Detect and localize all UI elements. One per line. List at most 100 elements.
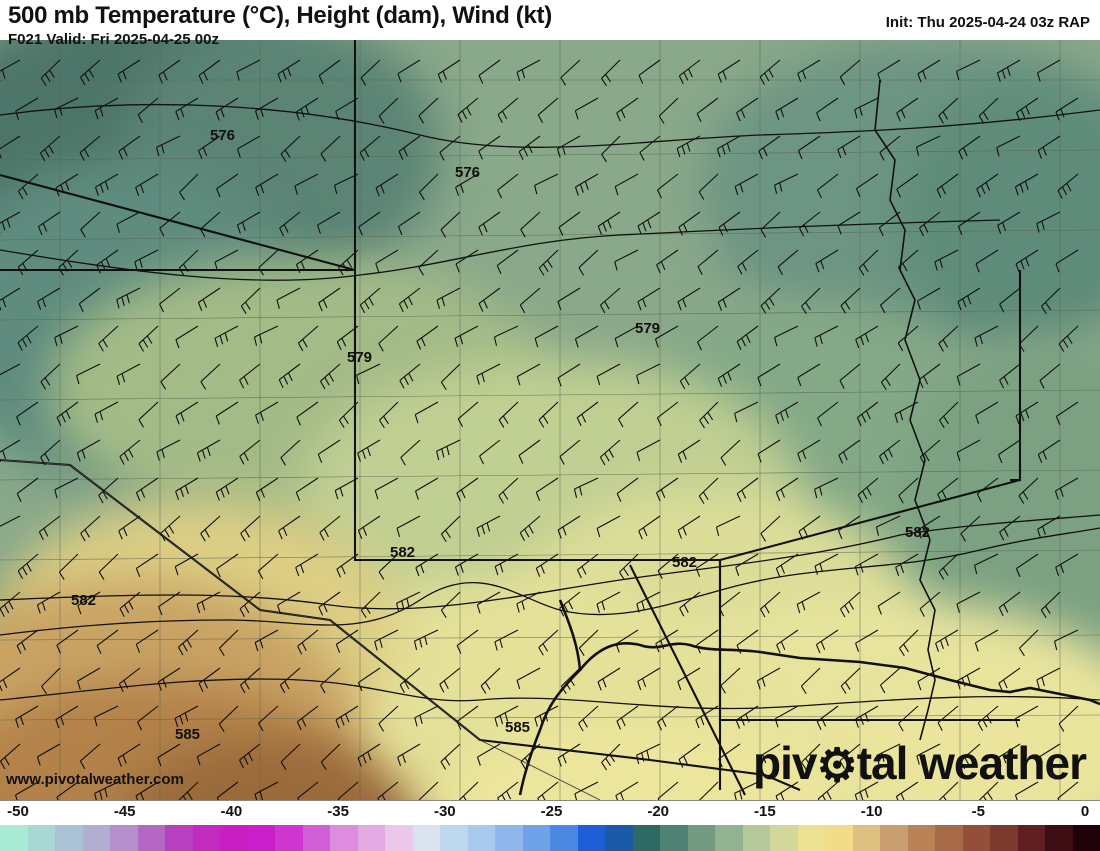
wind-barb-484 bbox=[1015, 706, 1038, 727]
contour-labels: 576576579579582582582582585585 bbox=[69, 127, 936, 743]
wind-barb-329 bbox=[201, 516, 220, 541]
wind-barb-22 bbox=[878, 60, 900, 82]
map-canvas[interactable]: 576576579579582582582582585585 bbox=[0, 40, 1100, 800]
wind-barb-237 bbox=[840, 364, 860, 389]
colorbar-tick-labels: -50-45-40-35-30-25-20-15-10-50 bbox=[0, 801, 1100, 825]
wind-barb-44 bbox=[697, 98, 718, 122]
wind-barb-241 bbox=[1000, 364, 1020, 388]
wind-barb-161 bbox=[1056, 250, 1078, 272]
wind-barb-76 bbox=[880, 136, 900, 160]
wind-barb-428 bbox=[936, 630, 958, 652]
wind-barb-349 bbox=[1000, 516, 1020, 540]
contour-label-579-2: 579 bbox=[347, 349, 372, 366]
wind-barb-122 bbox=[559, 212, 580, 236]
colorbar-gradient[interactable] bbox=[0, 825, 1100, 851]
contour-label-576-0: 576 bbox=[210, 127, 235, 144]
wind-barb-219 bbox=[117, 364, 140, 385]
wind-barb-303 bbox=[256, 478, 278, 501]
wind-barb-401 bbox=[920, 592, 940, 617]
wind-barb-230 bbox=[558, 364, 580, 386]
wind-barb-336 bbox=[477, 516, 500, 537]
wind-barb-194 bbox=[215, 326, 238, 347]
wind-barb-426 bbox=[856, 630, 878, 652]
wind-barb-124 bbox=[638, 212, 660, 234]
wind-barb-263 bbox=[818, 402, 838, 426]
wind-barb-210 bbox=[856, 326, 878, 348]
wind-barb-475 bbox=[658, 706, 678, 730]
wind-barb-330 bbox=[241, 516, 260, 541]
wind-barb-53 bbox=[1056, 98, 1078, 120]
wind-barb-96 bbox=[615, 174, 638, 195]
wind-barb-440 bbox=[321, 668, 340, 693]
colorbar-segment-18 bbox=[495, 825, 523, 851]
gear-icon: ⚙ bbox=[816, 738, 856, 792]
wind-barb-261 bbox=[735, 402, 758, 422]
wind-barb-55 bbox=[40, 136, 60, 161]
wind-barb-56 bbox=[80, 136, 100, 161]
colorbar-segment-2 bbox=[55, 825, 83, 851]
wind-barb-296 bbox=[1038, 440, 1060, 463]
wind-barb-528 bbox=[616, 782, 638, 800]
wind-barb-468 bbox=[379, 706, 398, 731]
colorbar-segment-13 bbox=[358, 825, 386, 851]
wind-barb-420 bbox=[616, 630, 638, 652]
wind-barb-328 bbox=[161, 516, 180, 541]
wind-barb-18 bbox=[718, 60, 740, 83]
wind-barb-158 bbox=[935, 250, 958, 271]
wind-barb-39 bbox=[498, 98, 518, 123]
wind-barb-443 bbox=[440, 668, 460, 692]
wind-barb-267 bbox=[976, 402, 998, 424]
wind-barb-108 bbox=[0, 212, 20, 233]
wind-barb-159 bbox=[976, 250, 998, 272]
wind-barb-486 bbox=[0, 744, 20, 769]
wind-barb-29 bbox=[95, 98, 118, 119]
colorbar-segment-6 bbox=[165, 825, 193, 851]
wind-barb-115 bbox=[280, 212, 300, 236]
wind-barb-242 bbox=[1040, 364, 1060, 389]
init-time-label: Init: Thu 2025-04-24 03z RAP bbox=[886, 14, 1090, 31]
wind-barb-418 bbox=[539, 630, 558, 655]
colorbar-segment-28 bbox=[770, 825, 798, 851]
wind-barb-339 bbox=[597, 516, 620, 537]
wind-barb-284 bbox=[560, 440, 580, 465]
wind-barb-482 bbox=[938, 706, 958, 731]
wind-barb-141 bbox=[259, 250, 278, 275]
wind-barb-309 bbox=[499, 478, 518, 503]
wind-barb-240 bbox=[957, 364, 980, 385]
colorbar-tick--30: -30 bbox=[434, 803, 456, 820]
wind-barb-148 bbox=[539, 250, 558, 276]
wind-barb-20 bbox=[798, 60, 820, 82]
wind-barb-275 bbox=[197, 440, 220, 461]
wind-barb-264 bbox=[857, 402, 878, 426]
wind-barb-140 bbox=[215, 250, 238, 271]
wind-barb-13 bbox=[517, 60, 540, 81]
wind-barb-147 bbox=[497, 250, 518, 274]
header-block: 500 mb Temperature (°C), Height (dam), W… bbox=[8, 2, 552, 48]
colorbar-segment-11 bbox=[303, 825, 331, 851]
wind-barb-54 bbox=[0, 136, 20, 158]
wind-barb-518 bbox=[217, 782, 238, 800]
mississippi-river bbox=[875, 80, 935, 740]
colorbar-tick--25: -25 bbox=[541, 803, 563, 820]
wind-barb-249 bbox=[256, 402, 278, 424]
wind-barb-369 bbox=[736, 554, 758, 576]
wind-barb-335 bbox=[441, 516, 460, 542]
wind-barb-234 bbox=[718, 364, 740, 387]
wind-barb-105 bbox=[977, 174, 998, 197]
colorbar-tick--50: -50 bbox=[7, 803, 29, 820]
wind-barb-311 bbox=[574, 478, 598, 498]
wind-barb-364 bbox=[536, 554, 558, 577]
wind-barb-238 bbox=[881, 364, 900, 390]
wind-barb-25 bbox=[997, 60, 1020, 82]
wind-barb-169 bbox=[277, 288, 300, 309]
wind-barb-99 bbox=[735, 174, 758, 195]
wind-barb-200 bbox=[455, 326, 478, 347]
wind-barb-14 bbox=[561, 60, 580, 85]
wind-barb-150 bbox=[615, 250, 638, 270]
wind-barb-227 bbox=[441, 364, 460, 390]
wind-barb-224 bbox=[320, 364, 340, 389]
wind-barb-522 bbox=[378, 782, 398, 800]
wind-barb-146 bbox=[456, 250, 478, 272]
wind-barb-348 bbox=[961, 516, 980, 541]
wind-barb-375 bbox=[975, 554, 998, 574]
